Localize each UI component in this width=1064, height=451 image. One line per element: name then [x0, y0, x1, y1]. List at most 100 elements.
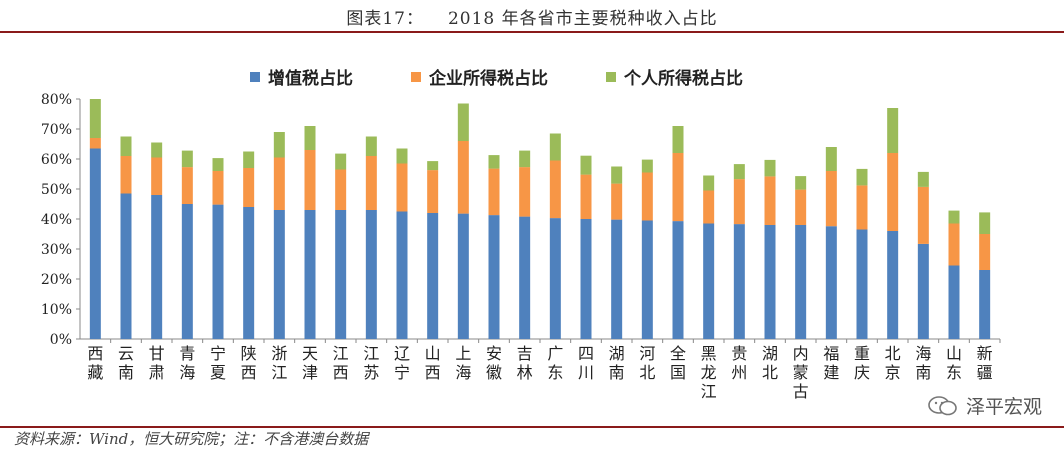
bar-segment-1: [549, 160, 561, 219]
bar-segment-2: [120, 136, 132, 156]
x-tick-label: 甘肃: [149, 344, 165, 382]
bar-segment-0: [611, 219, 623, 339]
legend-item-corporate-tax: 企业所得税占比: [411, 64, 548, 89]
x-tick-label: 吉林: [517, 344, 533, 382]
bar-segment-0: [488, 215, 500, 339]
chart-title: 图表17： 2018 年各省市主要税种收入占比: [0, 4, 1064, 29]
y-tick-label: 20%: [41, 272, 72, 288]
x-tick-label: 全国: [670, 344, 686, 382]
bar-segment-0: [549, 218, 561, 339]
x-tick-label: 陕西: [241, 344, 257, 382]
bar-segment-0: [181, 204, 193, 339]
bar-segment-2: [457, 103, 469, 141]
x-tick-label: 湖南: [609, 344, 625, 382]
y-tick-label: 30%: [41, 242, 72, 258]
bar-segment-1: [151, 157, 163, 195]
legend-swatch-vat: [250, 71, 260, 82]
y-tick-label: 60%: [41, 152, 72, 168]
bar-segment-2: [396, 148, 408, 164]
y-tick-label: 0%: [50, 332, 72, 348]
legend-item-vat: 增值税占比: [250, 64, 353, 89]
bar-segment-1: [519, 167, 531, 217]
bar-segment-2: [795, 176, 807, 190]
y-tick-label: 80%: [41, 92, 72, 108]
bar-segment-1: [335, 169, 347, 210]
figure-header: 图表17： 2018 年各省市主要税种收入占比: [0, 0, 1064, 30]
bar-segment-1: [733, 179, 745, 225]
bar-segment-1: [181, 167, 193, 204]
figure-label: 图表17：: [346, 9, 424, 29]
bar-segment-1: [243, 168, 255, 207]
bar-segment-1: [580, 174, 592, 219]
bar-segment-2: [764, 159, 776, 177]
bar-segment-2: [948, 210, 960, 224]
wechat-channel-icon: [928, 395, 957, 415]
bar-segment-0: [948, 265, 960, 339]
bar-segment-0: [273, 210, 285, 339]
bar-segment-2: [273, 132, 285, 158]
bar-segment-2: [611, 166, 623, 184]
bar-segment-2: [979, 212, 991, 234]
bar-segment-1: [856, 185, 868, 230]
bar-segment-1: [488, 168, 500, 216]
bar-segment-0: [365, 210, 377, 339]
bar-segment-0: [825, 226, 837, 339]
x-tick-label: 云南: [118, 344, 134, 382]
bar-segment-1: [120, 156, 132, 194]
figure-title: 2018 年各省市主要税种收入占比: [447, 9, 718, 29]
bar-segment-1: [304, 150, 316, 210]
bar-segment-1: [948, 223, 960, 266]
bar-segment-0: [457, 213, 469, 339]
bar-segment-2: [243, 151, 255, 168]
bar-segment-1: [825, 171, 837, 227]
x-tick-label: 安徽: [486, 344, 502, 382]
x-tick-label: 江苏: [363, 344, 379, 382]
bottom-divider: [0, 426, 1064, 428]
legend-label-corporate-tax: 企业所得税占比: [429, 69, 548, 89]
bar-segment-1: [89, 138, 101, 149]
chart-legend: 增值税占比 企业所得税占比 个人所得税占比: [250, 64, 743, 89]
y-tick-label: 70%: [41, 122, 72, 138]
x-tick-label: 新疆: [977, 344, 993, 382]
bar-segment-2: [304, 126, 316, 150]
bar-segment-0: [672, 221, 684, 339]
bar-segment-2: [335, 153, 347, 170]
bar-segment-2: [212, 158, 224, 171]
watermark-text: 泽平宏观: [965, 396, 1042, 418]
bar-segment-0: [703, 223, 715, 339]
bar-segment-2: [641, 159, 653, 173]
bar-segment-1: [212, 171, 224, 205]
watermark: 泽平宏观: [926, 392, 1042, 419]
bar-segment-2: [89, 99, 101, 138]
x-tick-label: 北京: [885, 344, 901, 382]
bar-segment-1: [887, 153, 899, 231]
legend-label-personal-tax: 个人所得税占比: [624, 69, 743, 89]
x-tick-label: 海南: [915, 344, 931, 382]
bar-segment-2: [703, 175, 715, 191]
bar-segment-2: [580, 155, 592, 175]
bar-segment-1: [979, 234, 991, 270]
x-tick-label: 宁夏: [210, 344, 226, 382]
x-tick-label: 天津: [302, 344, 318, 382]
x-tick-label: 青海: [179, 344, 195, 382]
bar-segment-1: [611, 183, 623, 220]
bar-segment-0: [795, 225, 807, 339]
bar-segment-0: [304, 210, 316, 339]
bar-segment-0: [89, 148, 101, 339]
bar-segment-1: [641, 172, 653, 221]
bar-segment-1: [396, 163, 408, 212]
x-tick-label: 福建: [823, 344, 839, 382]
bar-segment-1: [273, 157, 285, 210]
bar-segment-0: [641, 220, 653, 339]
top-divider: [0, 31, 1064, 33]
x-tick-label: 浙江: [271, 344, 287, 382]
bar-segment-0: [764, 225, 776, 339]
x-tick-label: 河北: [639, 344, 655, 382]
bar-segment-1: [795, 189, 807, 225]
bar-segment-0: [151, 195, 163, 339]
bar-segment-0: [120, 193, 132, 339]
bar-segment-0: [519, 216, 531, 339]
bar-segment-1: [764, 176, 776, 225]
bar-segment-2: [887, 108, 899, 153]
